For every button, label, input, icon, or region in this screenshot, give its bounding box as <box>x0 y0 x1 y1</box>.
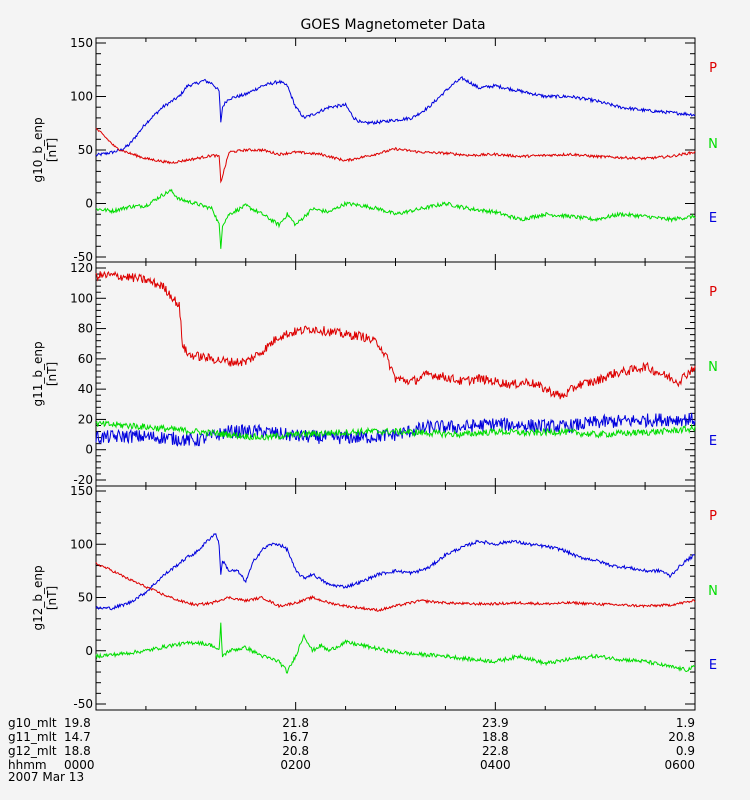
panel-frame <box>95 485 696 711</box>
y-axis-label: g11_b_enp <box>31 341 45 406</box>
footer-row-label: 2007 Mar 13 <box>8 770 84 784</box>
panel-frame <box>95 37 696 263</box>
series-line-p <box>95 127 696 184</box>
panel-3: -50 0 50 100 150 g12_b_enp [nT] P N E <box>31 484 718 711</box>
series-line-e <box>95 75 696 157</box>
footer-row-label: hhmm <box>8 758 47 772</box>
series-line-n <box>95 188 696 249</box>
series-line-p <box>95 270 696 400</box>
footer-value: 22.8 <box>482 744 509 758</box>
footer-value: 20.8 <box>668 730 695 744</box>
footer-value: 1.9 <box>676 716 695 730</box>
y-tick-label: 0 <box>85 197 93 211</box>
panel-frame <box>95 261 696 487</box>
legend-e: E <box>709 658 717 673</box>
legend-e: E <box>709 211 717 226</box>
y-tick-label: 150 <box>70 484 93 498</box>
legend-p: P <box>709 285 717 300</box>
footer-value: 23.9 <box>482 716 509 730</box>
footer-value: 16.7 <box>282 730 309 744</box>
footer-value: 19.8 <box>64 716 91 730</box>
footer-value: 20.8 <box>282 744 309 758</box>
legend-n: N <box>708 360 718 375</box>
series-line-n <box>95 420 696 442</box>
footer-row-label: g10_mlt <box>8 716 57 730</box>
y-tick-label: 20 <box>78 412 93 426</box>
footer-value: 0400 <box>480 758 511 772</box>
y-tick-label: 50 <box>78 591 93 605</box>
y-tick-label: 0 <box>85 644 93 658</box>
y-tick-label: 60 <box>78 352 93 366</box>
y-axis-label: g10_b_enp <box>31 117 45 182</box>
footer-row-label: g12_mlt <box>8 744 57 758</box>
series-line-e <box>95 533 696 611</box>
y-tick-label: -50 <box>73 697 93 711</box>
y-tick-label: -50 <box>73 250 93 264</box>
panel-1: -50 0 50 100 150 g10_b_enp [nT] P N E <box>31 36 718 264</box>
y-tick-label: 100 <box>70 90 93 104</box>
series-line-n <box>95 622 696 674</box>
legend-e: E <box>709 434 717 449</box>
legend-n: N <box>708 137 718 152</box>
panel-2: -20 0 20 40 60 80 100 120 g11_b_enp [nT] P N E <box>31 261 718 487</box>
y-tick-label: 0 <box>85 443 93 457</box>
footer-value: 21.8 <box>282 716 309 730</box>
footer-value: 0200 <box>280 758 311 772</box>
y-axis-unit: [nT] <box>45 586 59 610</box>
y-tick-label: 100 <box>70 291 93 305</box>
series-line-p <box>95 562 696 612</box>
footer-value: 0.9 <box>676 744 695 758</box>
footer-value: 14.7 <box>64 730 91 744</box>
y-tick-label: 40 <box>78 382 93 396</box>
y-tick-label: 80 <box>78 322 93 336</box>
y-tick-label: 100 <box>70 537 93 551</box>
y-tick-label: 50 <box>78 143 93 157</box>
footer-row-label: g11_mlt <box>8 730 57 744</box>
footer-value: 18.8 <box>482 730 509 744</box>
legend-p: P <box>709 61 717 76</box>
footer-value: 0000 <box>64 758 95 772</box>
y-axis-unit: [nT] <box>45 138 59 162</box>
chart-title: GOES Magnetometer Data <box>300 17 485 33</box>
y-axis-label: g12_b_enp <box>31 565 45 630</box>
footer-value: 18.8 <box>64 744 91 758</box>
y-tick-label: 150 <box>70 36 93 50</box>
y-tick-label: -20 <box>73 473 93 487</box>
y-tick-label: 120 <box>70 261 93 275</box>
legend-n: N <box>708 584 718 599</box>
legend-p: P <box>709 509 717 524</box>
y-axis-unit: [nT] <box>45 362 59 386</box>
footer-value: 0600 <box>664 758 695 772</box>
